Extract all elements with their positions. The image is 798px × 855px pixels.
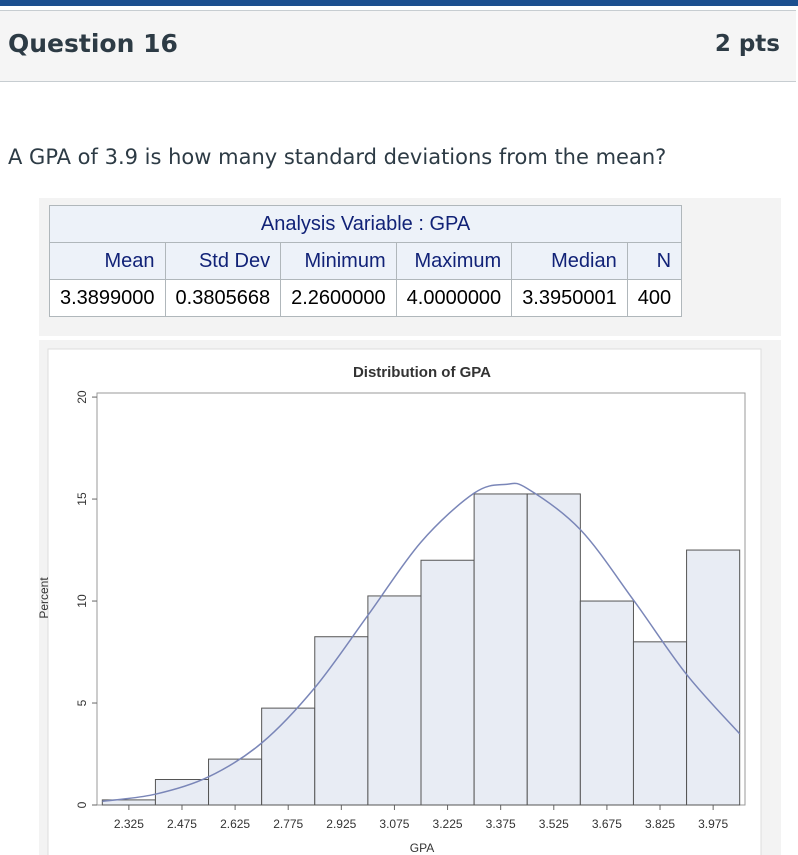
y-tick-label: 0 <box>75 801 89 808</box>
x-tick-label: 2.925 <box>326 817 356 831</box>
table-cell: 4.0000000 <box>395 279 513 317</box>
bar <box>367 595 422 806</box>
column-header: N <box>626 242 683 280</box>
table-cell: 3.3950001 <box>511 279 628 317</box>
x-tick-label: 3.675 <box>592 817 622 831</box>
bar <box>632 641 688 806</box>
x-tick-label: 3.375 <box>486 817 516 831</box>
table-cell: 0.3805668 <box>164 279 282 317</box>
chart-title: Distribution of GPA <box>353 364 491 381</box>
y-tick-label: 5 <box>75 699 89 706</box>
bar <box>473 493 528 806</box>
bar <box>314 636 369 806</box>
density-curve <box>102 482 741 803</box>
table-title: Analysis Variable : GPA <box>48 205 683 243</box>
table-row: 3.3899000 0.3805668 2.2600000 4.0000000 3.39… <box>49 279 683 317</box>
x-axis-label: GPA <box>410 841 434 855</box>
column-header: Mean <box>49 242 166 280</box>
stats-table: Analysis Variable : GPA Mean Std Dev Minim… <box>48 205 683 317</box>
table-cell: 400 <box>626 279 683 317</box>
y-tick-label: 15 <box>75 492 89 506</box>
bar <box>686 549 741 806</box>
question-text: A GPA of 3.9 is how many standard deviat… <box>8 145 667 169</box>
y-tick-label: 20 <box>75 390 89 404</box>
chart: Distribution of GPA GPA Percent 0 5 10 15 20… <box>39 348 762 855</box>
x-tick-label: 2.775 <box>273 817 303 831</box>
bar <box>526 493 581 806</box>
question-header: Question 16 2 pts <box>0 10 796 82</box>
x-tick-label: 2.325 <box>114 817 144 831</box>
bar <box>579 600 634 806</box>
top-bar <box>0 0 798 6</box>
column-header: Minimum <box>280 242 397 280</box>
bar <box>261 707 316 806</box>
y-tick-label: 10 <box>75 594 89 608</box>
x-tick-label: 2.475 <box>167 817 197 831</box>
table-header-row: Mean Std Dev Minimum Maximum Median N <box>49 242 683 280</box>
column-header: Std Dev <box>164 242 282 280</box>
question-points: 2 pts <box>714 31 780 57</box>
table-panel: Analysis Variable : GPA Mean Std Dev Minim… <box>39 198 781 336</box>
column-header: Median <box>511 242 628 280</box>
bar <box>420 559 475 806</box>
table-cell: 2.2600000 <box>280 279 397 317</box>
x-tick-label: 3.975 <box>698 817 728 831</box>
x-tick-label: 3.075 <box>379 817 409 831</box>
chart-panel: Distribution of GPA GPA Percent 0 5 10 15 20… <box>39 340 781 855</box>
x-tick-label: 2.625 <box>220 817 250 831</box>
y-axis-label: Percent <box>39 577 51 619</box>
bar <box>208 758 263 806</box>
table-cell: 3.3899000 <box>49 279 166 317</box>
table-title-row: Analysis Variable : GPA <box>48 205 683 243</box>
x-tick-label: 3.825 <box>645 817 675 831</box>
x-tick-label: 3.225 <box>433 817 463 831</box>
column-header: Maximum <box>395 242 513 280</box>
question-title: Question 16 <box>8 29 178 58</box>
x-tick-label: 3.525 <box>539 817 569 831</box>
